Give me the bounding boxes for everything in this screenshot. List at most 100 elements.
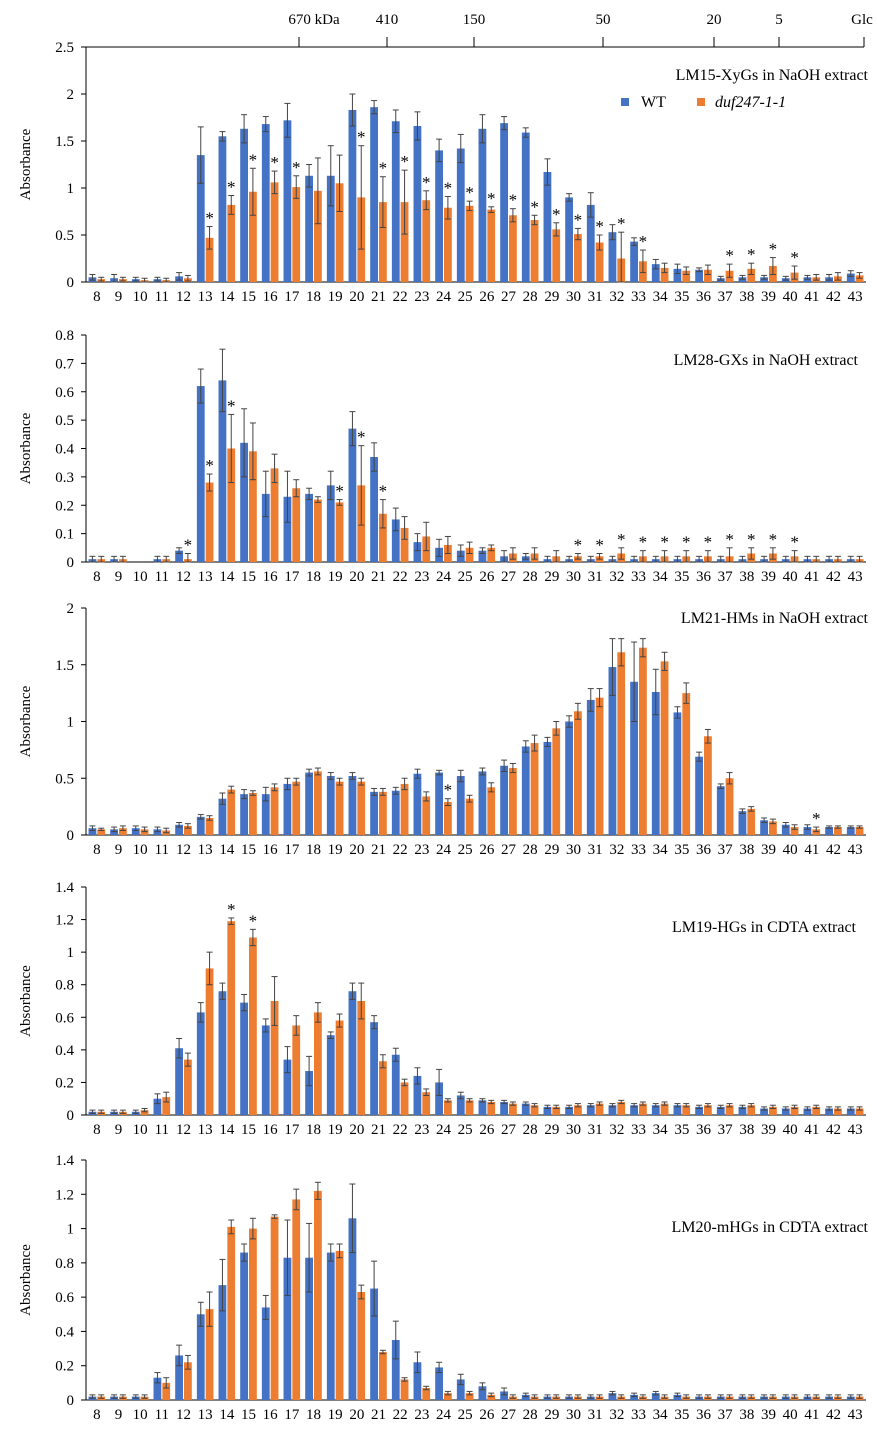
x-tick-label: 32 — [609, 289, 624, 305]
significance-asterisk: * — [270, 153, 279, 172]
y-tick-label: 0.6 — [55, 1290, 74, 1306]
y-tick-label: 0.5 — [55, 771, 74, 787]
y-tick-label: 0.8 — [55, 328, 74, 344]
bar-mutant — [292, 1025, 301, 1115]
bar-mutant — [725, 778, 734, 835]
bar-mutant — [574, 711, 582, 835]
bar-wt — [478, 550, 487, 562]
bar-wt — [196, 386, 205, 562]
significance-asterisk: * — [725, 246, 734, 265]
mw-label-410: 410 — [376, 12, 399, 28]
x-tick-label: 41 — [804, 1122, 819, 1138]
bar-wt — [695, 269, 703, 282]
x-tick-label: 35 — [674, 289, 689, 305]
bar-mutant — [834, 1108, 842, 1115]
x-tick-label: 31 — [588, 1122, 603, 1138]
bar-wt — [175, 1355, 183, 1400]
y-tick-label: 1.5 — [55, 658, 74, 674]
legend-swatch-mutant — [697, 98, 705, 106]
x-tick-label: 43 — [848, 842, 863, 858]
y-tick-label: 1 — [67, 181, 75, 197]
significance-asterisk: * — [595, 535, 604, 554]
bar-mutant — [465, 798, 474, 835]
bar-mutant — [400, 783, 409, 835]
bar-mutant — [812, 1106, 821, 1115]
chart-panel-1: 0 0.5 1 1.5 2 2.5 Absorbance LM15-XyGs in NaOH … — [18, 40, 869, 305]
significance-asterisk: * — [227, 396, 236, 415]
mw-label-50: 50 — [596, 12, 611, 28]
significance-asterisk: * — [574, 535, 583, 554]
x-tick-label: 23 — [414, 569, 429, 585]
bar-wt — [218, 380, 227, 562]
x-tick-label: 20 — [349, 569, 364, 585]
bar-wt — [391, 790, 400, 835]
bar-mutant — [205, 237, 214, 282]
x-tick-label: 29 — [544, 842, 559, 858]
x-tick-label: 25 — [458, 1122, 473, 1138]
bar-wt — [586, 204, 595, 282]
x-tick-label: 43 — [848, 1122, 863, 1138]
x-tick-label: 25 — [458, 842, 473, 858]
bar-wt — [803, 1108, 812, 1115]
bar-mutant — [812, 829, 821, 835]
bar-wt — [651, 691, 660, 835]
bar-mutant — [747, 808, 756, 835]
y-tick-label: 0 — [67, 1393, 75, 1409]
y-axis-title: Absorbance — [18, 412, 34, 484]
bar-wt — [825, 827, 833, 835]
bar-wt — [240, 128, 248, 282]
x-tick-label: 43 — [848, 569, 863, 585]
x-tick-label: 9 — [115, 289, 123, 305]
bar-wt — [370, 107, 378, 282]
bar-wt — [153, 1098, 162, 1115]
x-tick-label: 32 — [609, 842, 624, 858]
bar-wt — [413, 1075, 422, 1115]
bar-wt — [478, 128, 487, 282]
bar-mutant — [682, 270, 691, 282]
x-tick-label: 39 — [761, 1407, 776, 1423]
x-tick-label: 20 — [349, 1407, 364, 1423]
x-tick-label: 23 — [414, 1407, 429, 1423]
significance-asterisk: * — [617, 530, 626, 549]
bar-mutant — [704, 269, 712, 282]
bar-wt — [218, 798, 227, 835]
bar-mutant — [140, 829, 149, 835]
bar-wt — [391, 1054, 400, 1115]
x-tick-label: 30 — [566, 569, 581, 585]
bar-wt — [738, 811, 747, 835]
x-tick-label: 34 — [653, 842, 669, 858]
y-tick-label: 0.7 — [55, 356, 74, 372]
x-tick-label: 33 — [631, 289, 646, 305]
bar-mutant — [292, 1199, 301, 1400]
bar-mutant — [270, 468, 279, 562]
bar-wt — [305, 175, 313, 282]
bar-mutant — [574, 234, 582, 282]
bar-mutant — [595, 242, 604, 282]
significance-asterisk: * — [769, 240, 778, 259]
significance-asterisk: * — [790, 248, 799, 267]
bar-mutant — [639, 647, 647, 835]
bar-wt — [348, 775, 357, 835]
bar-mutant — [530, 219, 539, 282]
bar-mutant — [119, 828, 127, 835]
bar-mutant — [487, 1394, 496, 1400]
mw-label-glc: Glc — [851, 12, 873, 28]
x-tick-label: 18 — [306, 289, 321, 305]
y-tick-label: 1.5 — [55, 134, 74, 150]
bar-wt — [370, 457, 378, 562]
bar-wt — [651, 1105, 660, 1115]
bar-mutant — [552, 229, 561, 282]
bar-wt — [586, 699, 595, 835]
significance-asterisk: * — [682, 533, 691, 552]
bar-mutant — [465, 205, 474, 282]
bar-wt — [565, 1106, 573, 1115]
x-tick-label: 23 — [414, 1122, 429, 1138]
x-tick-label: 12 — [176, 1122, 191, 1138]
significance-asterisk: * — [769, 530, 778, 549]
y-tick-label: 0.2 — [55, 1359, 74, 1375]
bar-wt — [196, 155, 205, 282]
bar-wt — [630, 241, 638, 282]
bar-mutant — [249, 451, 257, 562]
bar-mutant — [314, 499, 322, 562]
x-tick-label: 30 — [566, 842, 581, 858]
